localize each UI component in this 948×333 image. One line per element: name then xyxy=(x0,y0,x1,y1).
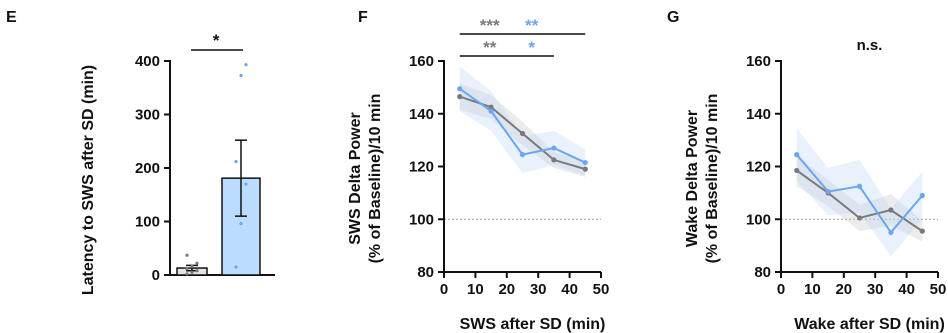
x-tick-label: 40 xyxy=(561,281,578,298)
data-point xyxy=(190,264,194,269)
significance-label: *** xyxy=(480,16,500,35)
data-point xyxy=(239,73,243,78)
x-tick-label: 50 xyxy=(593,281,610,298)
data-point xyxy=(582,159,588,166)
data-point xyxy=(234,265,238,269)
x-tick-label: 50 xyxy=(930,281,947,298)
y-axis-label: SWS Delta Power xyxy=(347,112,364,244)
x-tick-label: 30 xyxy=(867,281,884,298)
x-axis-label: SWS after SD (min) xyxy=(460,316,606,333)
y-tick-label: 100 xyxy=(135,214,160,231)
x-tick-label: 30 xyxy=(530,281,547,298)
data-point xyxy=(888,207,894,213)
sem-band xyxy=(796,128,923,257)
data-point xyxy=(519,152,526,158)
significance-label: ** xyxy=(483,38,497,57)
data-point xyxy=(488,104,494,110)
x-tick-label: 20 xyxy=(835,281,852,298)
data-point xyxy=(551,157,557,163)
y-tick-label: 120 xyxy=(409,159,434,176)
panel-label-g: G xyxy=(667,9,679,26)
y-tick-label: 80 xyxy=(754,264,771,281)
y-axis-label: Wake Delta Power xyxy=(684,110,701,247)
data-point xyxy=(551,145,557,151)
x-tick-label: 20 xyxy=(498,281,515,298)
panel-label-e: E xyxy=(6,9,17,26)
y-tick-label: 160 xyxy=(746,53,771,70)
data-point xyxy=(185,272,189,276)
data-point xyxy=(919,228,925,234)
significance-label: * xyxy=(528,38,535,57)
data-point xyxy=(488,108,494,114)
y-tick-label: 200 xyxy=(135,160,160,177)
panel-e: E 0 100 200 300 400 Latency to SWS after SD (… xyxy=(6,9,275,295)
data-point xyxy=(190,270,194,274)
y-tick-label: 300 xyxy=(135,107,160,124)
data-point xyxy=(582,166,588,172)
panel-f: F 80 100 120 140 160 0 10 20 30 40 50 SWS after SD … xyxy=(347,9,609,333)
significance-label: * xyxy=(213,31,220,50)
panel-g: G 80 100 120 140 160 0 10 20 30 40 50 Wake after SD… xyxy=(667,9,946,333)
data-point xyxy=(794,167,800,174)
data-point xyxy=(244,63,248,67)
panel-label-f: F xyxy=(358,9,368,26)
sem-band xyxy=(796,154,923,242)
data-point xyxy=(195,269,199,273)
data-point xyxy=(825,188,831,195)
x-tick-label: 0 xyxy=(777,281,785,298)
data-point xyxy=(185,253,189,257)
data-point xyxy=(856,183,863,189)
x-tick-label: 10 xyxy=(467,281,484,298)
data-point xyxy=(519,130,526,137)
data-point xyxy=(856,215,863,221)
x-tick-label: 10 xyxy=(804,281,821,298)
x-tick-label: 40 xyxy=(898,281,915,298)
y-tick-label: 100 xyxy=(746,211,771,228)
data-point xyxy=(457,94,463,100)
x-tick-label: 0 xyxy=(440,281,448,298)
y-tick-label: 80 xyxy=(417,264,434,281)
y-tick-label: 0 xyxy=(152,267,160,284)
y-axis-label: (% of Baseline)/10 min xyxy=(367,94,384,264)
sem-band xyxy=(459,66,586,176)
data-point xyxy=(234,159,238,164)
data-point xyxy=(457,86,463,92)
x-axis-label: Wake after SD (min) xyxy=(794,316,945,333)
data-point xyxy=(919,192,925,199)
y-tick-label: 160 xyxy=(409,53,434,70)
y-axis-label: (% of Baseline)/10 min xyxy=(704,94,721,264)
y-tick-label: 140 xyxy=(409,106,434,123)
data-point xyxy=(195,261,199,265)
y-axis-label: Latency to SWS after SD (min) xyxy=(80,65,97,295)
ns-annotation: n.s. xyxy=(857,37,883,54)
y-tick-label: 120 xyxy=(746,159,771,176)
y-tick-label: 140 xyxy=(746,106,771,123)
data-point xyxy=(239,222,243,226)
data-point xyxy=(888,229,894,236)
y-tick-label: 400 xyxy=(135,53,160,70)
data-point xyxy=(244,182,248,186)
significance-label: ** xyxy=(525,16,539,35)
data-point xyxy=(185,266,189,271)
y-tick-label: 100 xyxy=(409,211,434,228)
data-point xyxy=(794,152,800,158)
